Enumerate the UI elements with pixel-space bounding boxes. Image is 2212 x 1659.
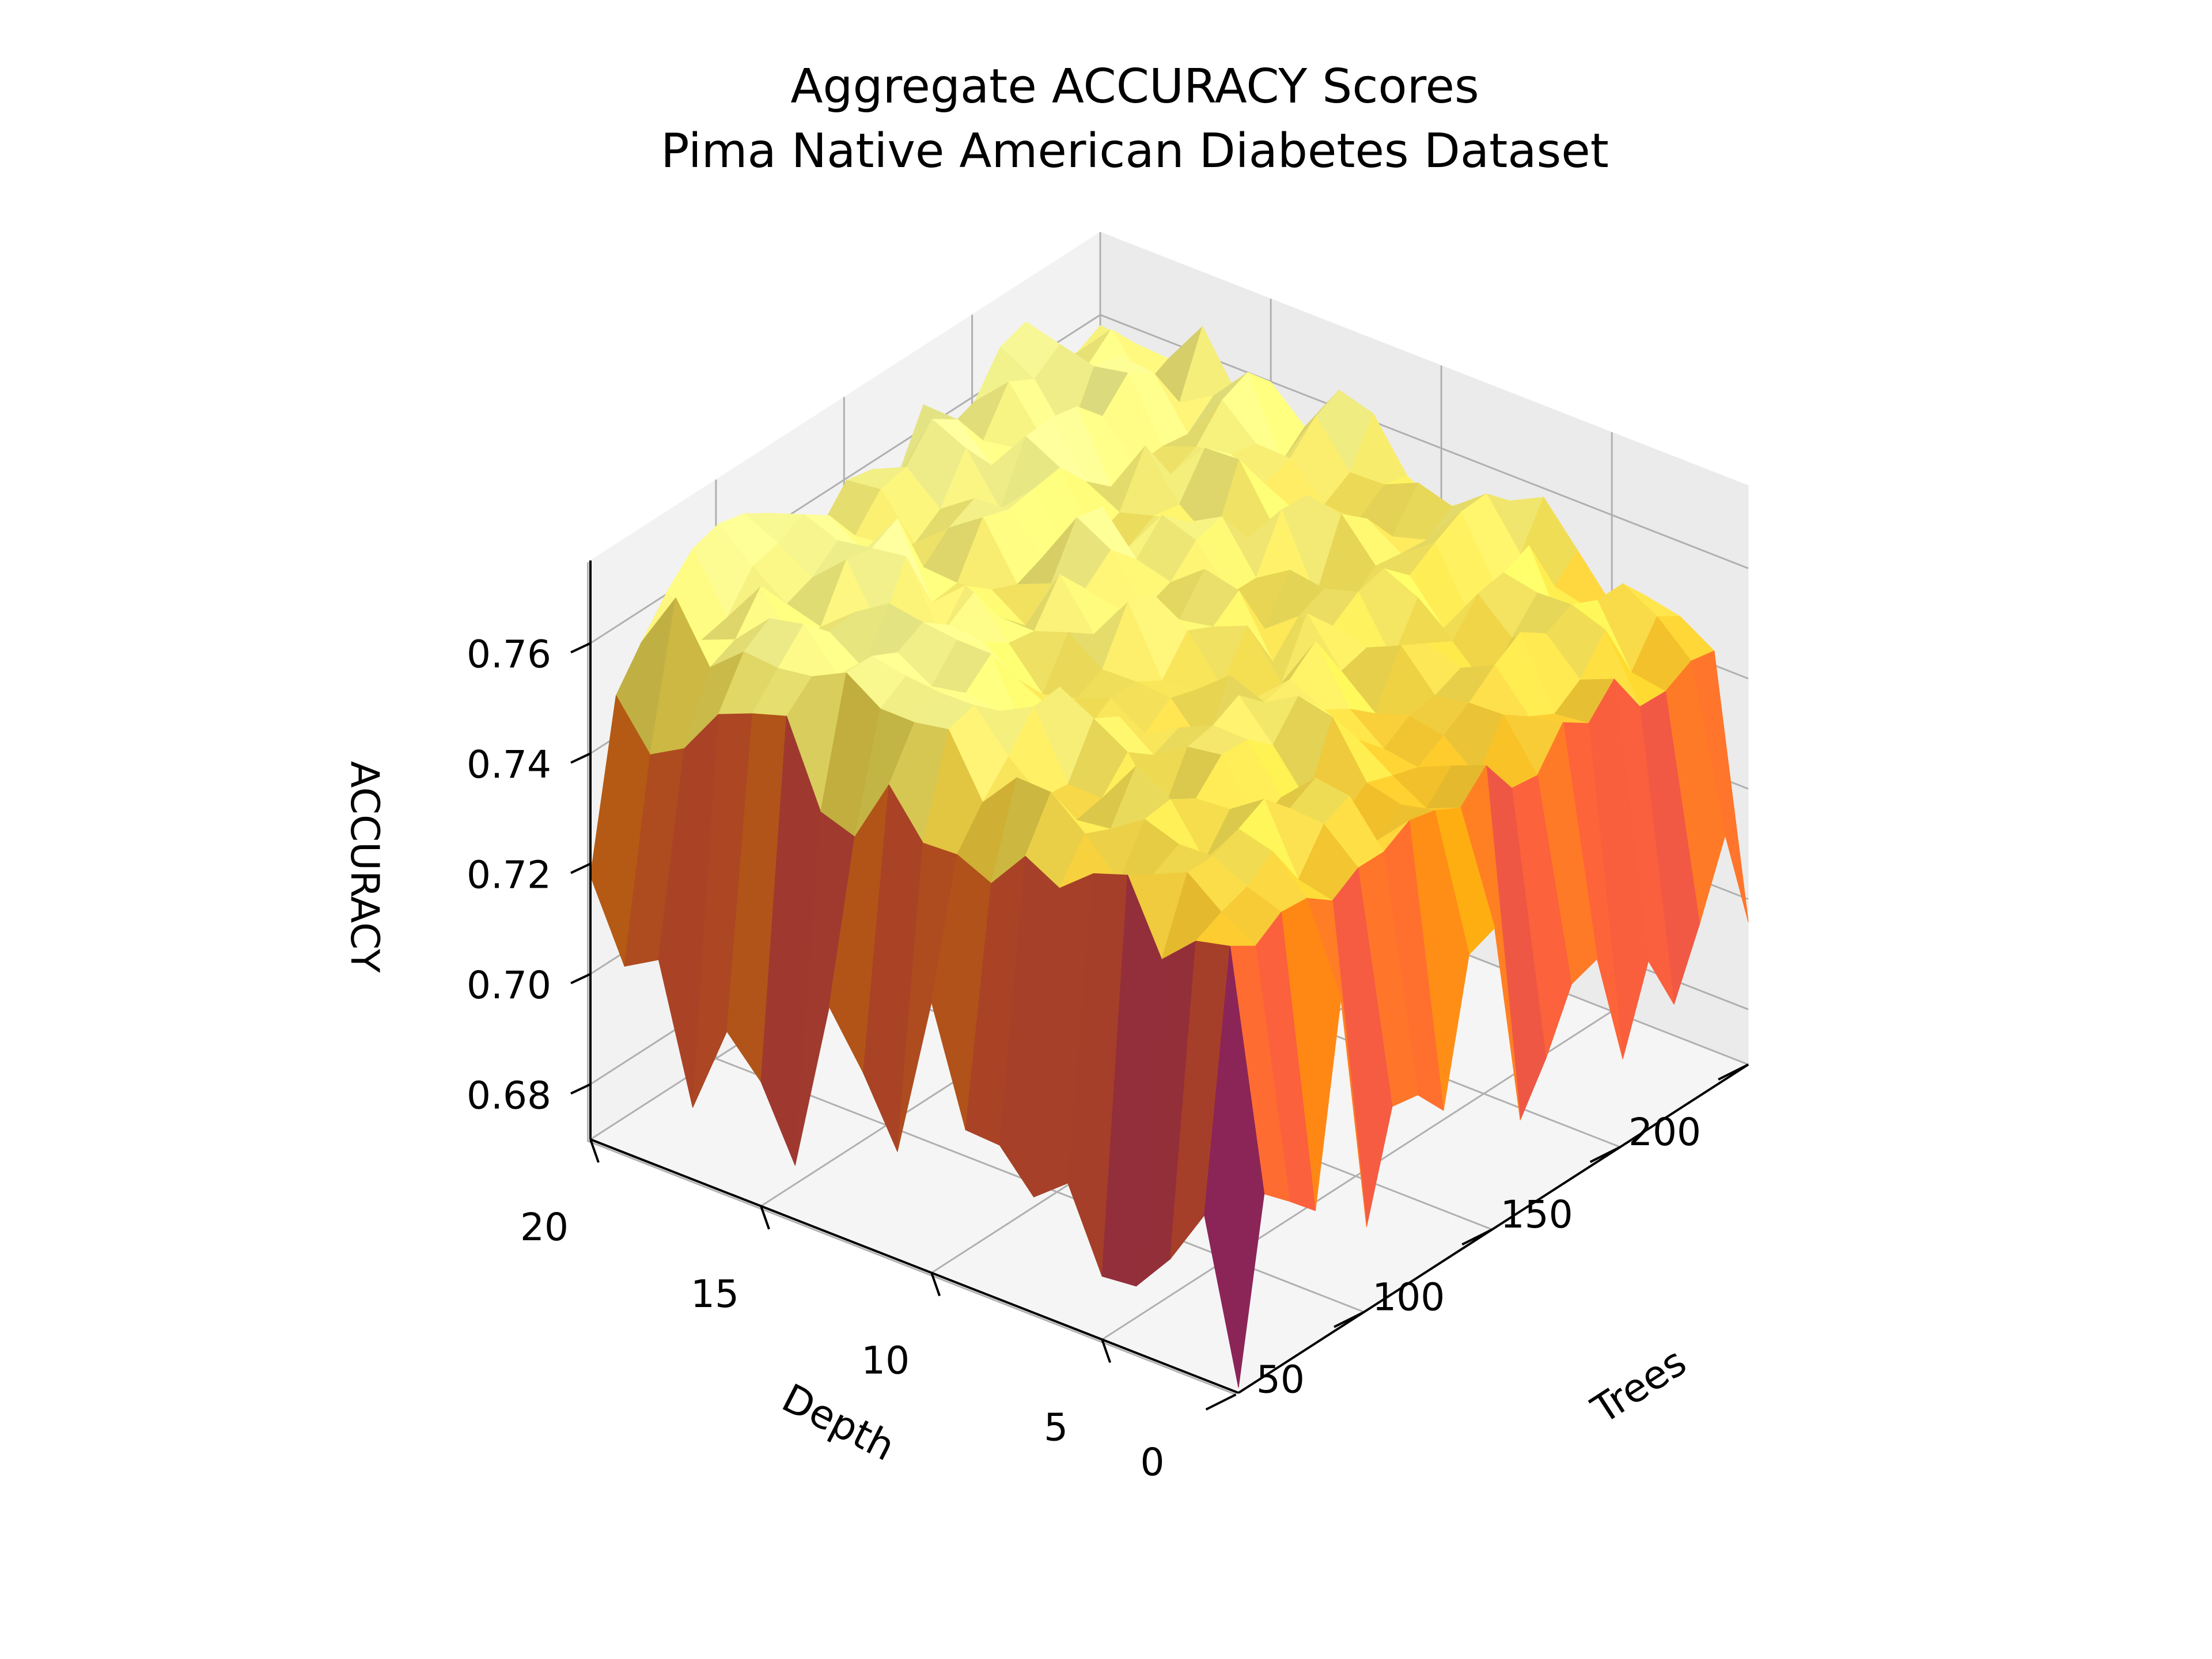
- y-tick-label: 10: [861, 1339, 910, 1383]
- z-tick-mark: [570, 973, 591, 984]
- chart-title: Aggregate ACCURACY Scores: [790, 59, 1479, 114]
- x-tick-label: 150: [1501, 1192, 1573, 1237]
- y-tick-mark: [930, 1272, 941, 1297]
- x-axis-label: Trees: [1584, 1339, 1694, 1433]
- z-tick-label: 0.70: [467, 963, 551, 1007]
- x-tick-label: 50: [1256, 1358, 1305, 1402]
- x-tick-mark: [1205, 1393, 1237, 1411]
- y-tick-mark: [760, 1206, 770, 1230]
- z-tick-label: 0.74: [467, 743, 551, 787]
- z-tick-label: 0.72: [467, 853, 551, 897]
- y-axis-label: Depth: [775, 1376, 902, 1470]
- z-tick-label: 0.76: [467, 632, 551, 677]
- y-tick-mark: [589, 1139, 600, 1163]
- x-tick-mark: [1718, 1063, 1749, 1081]
- chart-subtitle: Pima Native American Diabetes Dataset: [661, 124, 1609, 179]
- y-axis-line: [590, 1138, 1239, 1394]
- y-tick-mark: [1101, 1339, 1112, 1363]
- x-tick-label: 200: [1628, 1110, 1701, 1154]
- z-tick-mark: [570, 752, 591, 764]
- z-tick-label: 0.68: [467, 1073, 551, 1118]
- tick-labels: 0 50 100 150 200 5 10 15 20 0.68 0.70 0.72 0.74 0.76: [467, 632, 1701, 1484]
- z-tick-mark: [570, 862, 591, 874]
- axis-lines: [570, 560, 1749, 1411]
- surface-facet: [1204, 945, 1265, 1388]
- x-tick-label: 0: [1141, 1440, 1165, 1484]
- x-axis-line: [1237, 1063, 1749, 1394]
- x-tick-label: 100: [1372, 1275, 1445, 1319]
- accuracy-surface: [590, 321, 1749, 1388]
- z-tick-mark: [570, 642, 591, 654]
- y-tick-label: 5: [1044, 1405, 1068, 1449]
- x-tick-mark: [1461, 1228, 1493, 1246]
- y-tick-label: 20: [520, 1205, 569, 1249]
- x-tick-mark: [1334, 1310, 1365, 1328]
- z-axis-label: ACCURACY: [342, 761, 387, 973]
- y-tick-label: 15: [691, 1272, 739, 1316]
- x-tick-mark: [1589, 1146, 1621, 1164]
- z-tick-mark: [570, 1083, 591, 1095]
